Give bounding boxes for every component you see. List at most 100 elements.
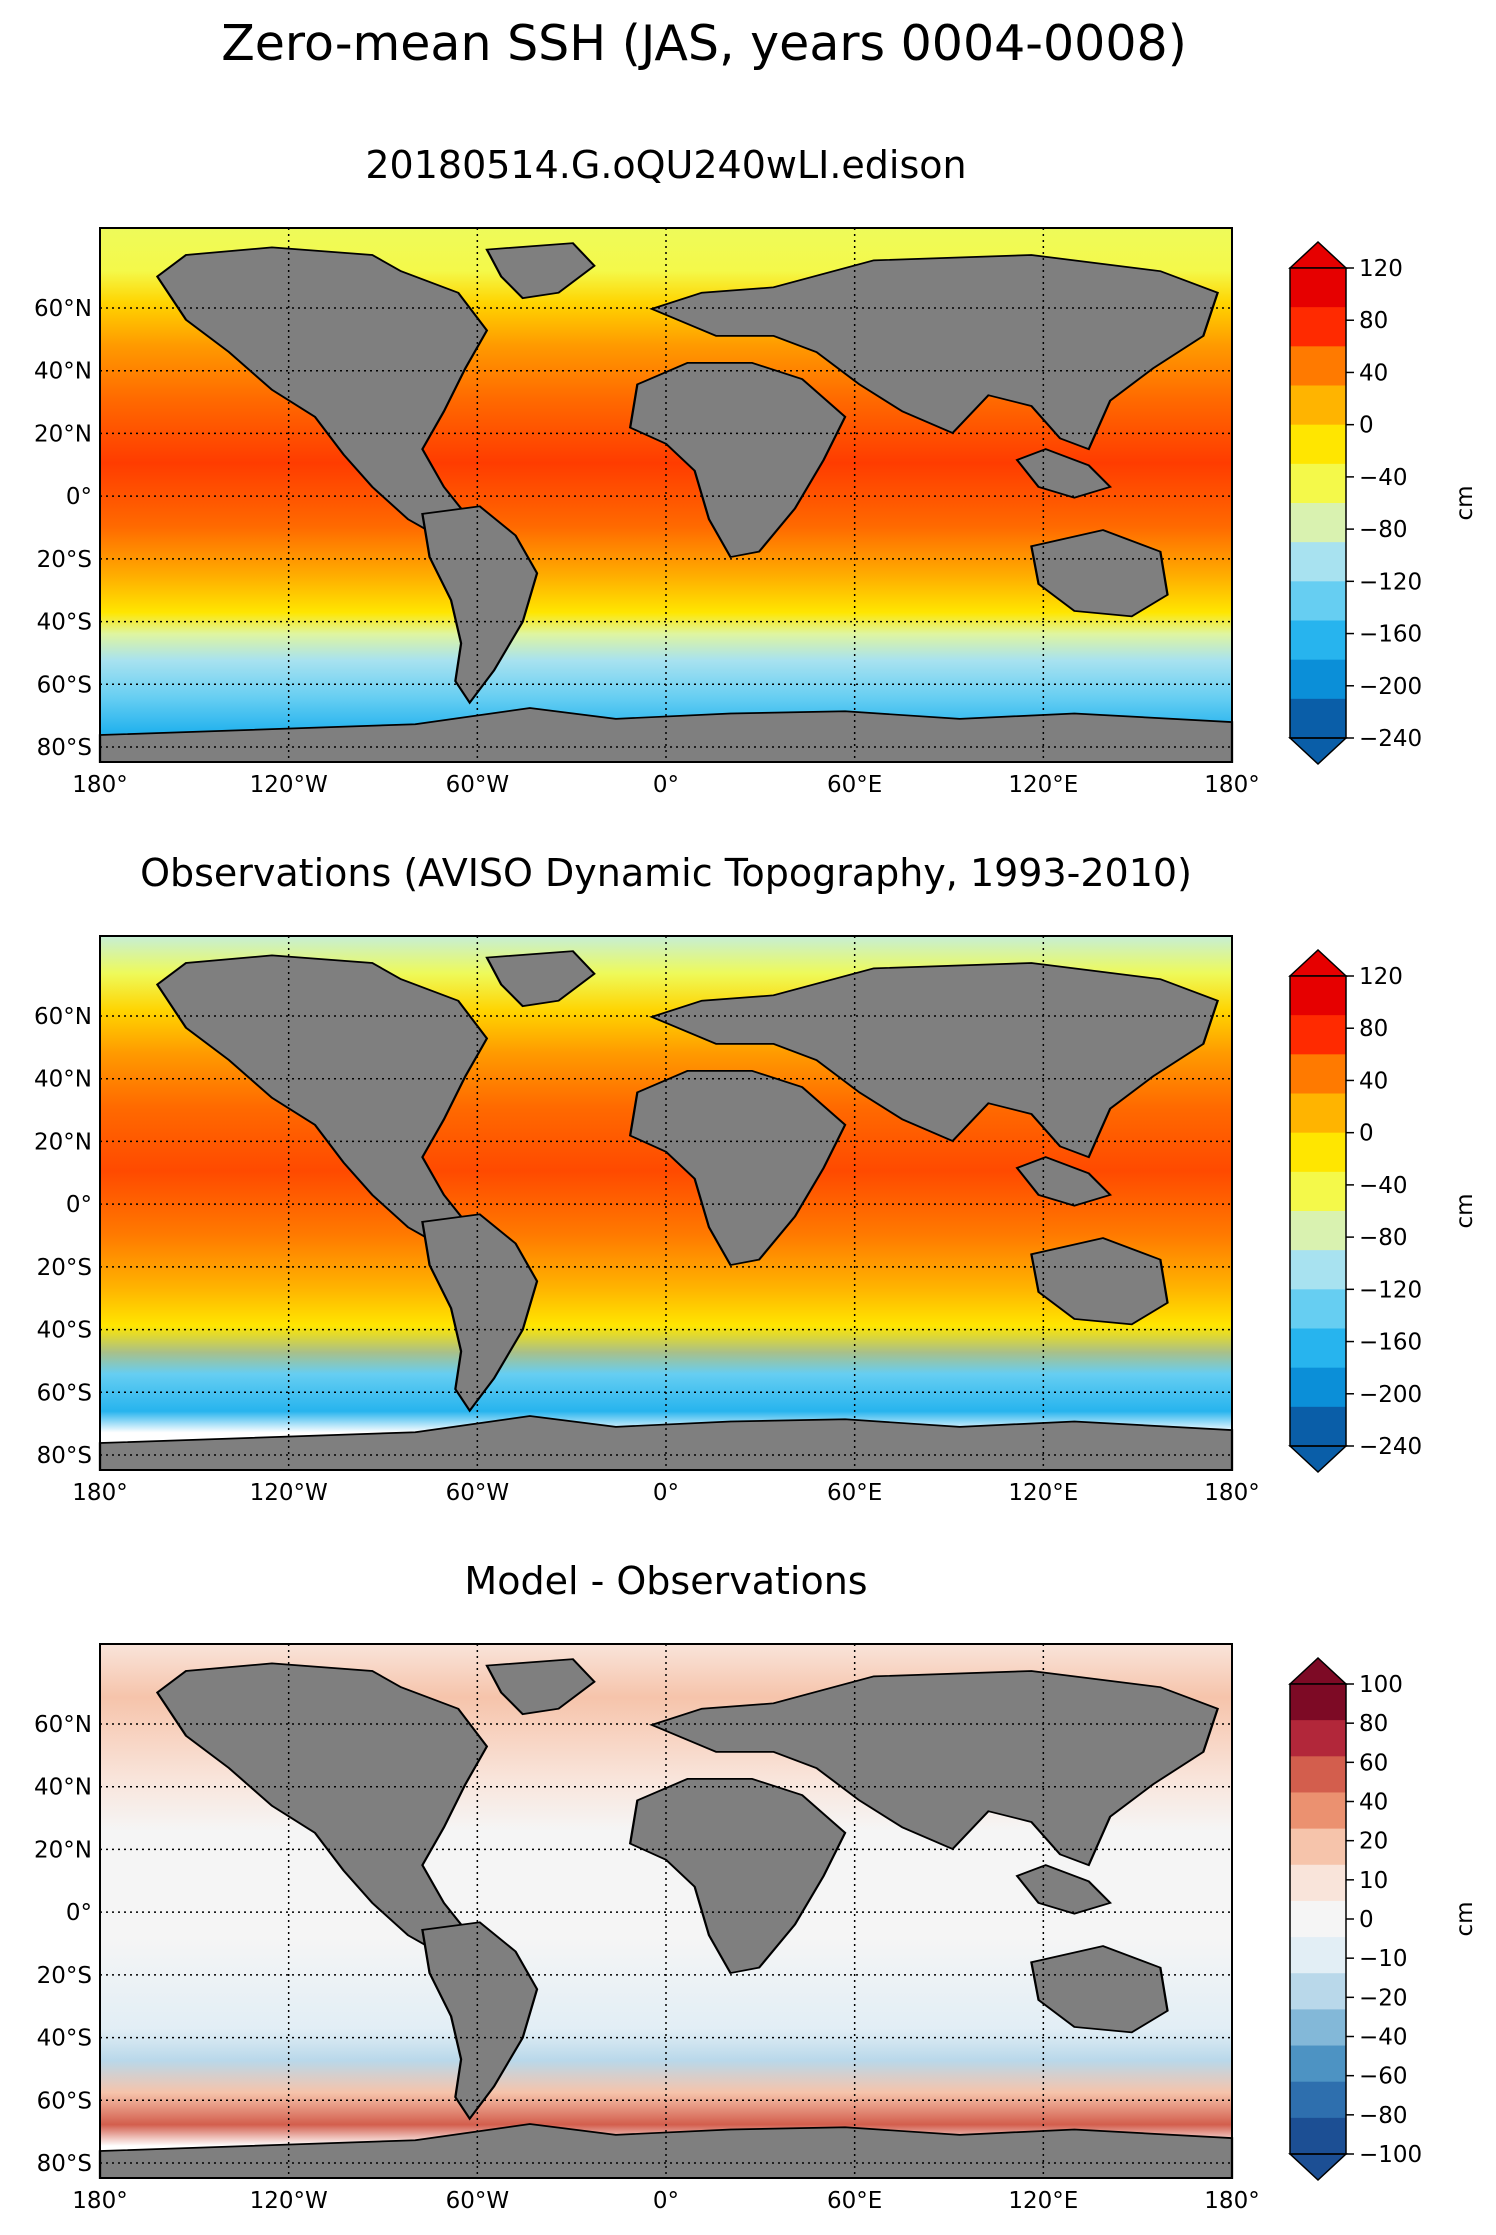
colorbar-bin — [1290, 1792, 1346, 1830]
x-tick-label: 0° — [653, 772, 679, 798]
y-tick-label: 40°S — [37, 610, 92, 636]
y-tick-label: 60°N — [34, 1712, 92, 1738]
colorbar-tick-label: −200 — [1359, 674, 1422, 700]
y-tick-label: 40°S — [37, 1318, 92, 1344]
colorbar-tick-label: 60 — [1359, 1750, 1388, 1776]
y-tick-label: 60°N — [34, 1004, 92, 1030]
colorbar-bin — [1290, 2081, 1346, 2119]
x-tick-label: 120°W — [250, 2188, 328, 2214]
colorbar-extend-max — [1288, 948, 1348, 977]
colorbar-tick-label: −120 — [1359, 569, 1422, 595]
colorbar-bin — [1290, 1171, 1346, 1212]
colorbar-tick-label: −20 — [1359, 1985, 1408, 2011]
figure-title: Zero-mean SSH (JAS, years 0004-0008) — [221, 15, 1187, 72]
y-tick-label: 0° — [66, 484, 92, 510]
colorbar-bin — [1290, 385, 1346, 426]
y-tick-label: 40°N — [34, 1067, 92, 1093]
colorbar-tick-label: 80 — [1359, 1016, 1388, 1042]
y-tick-label: 40°N — [34, 359, 92, 385]
x-tick-label: 0° — [653, 1480, 679, 1506]
colorbar-bin — [1290, 620, 1346, 661]
colorbar-bin — [1290, 1937, 1346, 1974]
colorbar-tick-label: 0 — [1359, 1121, 1374, 1147]
map-frame — [99, 227, 1233, 763]
y-tick-label: 20°S — [37, 1255, 92, 1281]
colorbar-bin — [1290, 463, 1346, 504]
y-tick-label: 80°S — [37, 735, 92, 761]
x-tick-label: 120°E — [1008, 772, 1078, 798]
x-tick-label: 120°W — [250, 1480, 328, 1506]
colorbar-label: cm — [1452, 485, 1478, 520]
x-tick-label: 180° — [1204, 1480, 1259, 1506]
colorbar-extend-min — [1288, 2153, 1348, 2182]
x-tick-label: 60°W — [446, 2188, 510, 2214]
y-tick-label: 40°N — [34, 1775, 92, 1801]
colorbar-tick-label: −200 — [1359, 1382, 1422, 1408]
x-tick-label: 60°W — [446, 772, 510, 798]
colorbar-tick-label: −160 — [1359, 1330, 1422, 1356]
colorbar-tick-label: −240 — [1359, 726, 1422, 752]
colorbar-bin — [1290, 307, 1346, 347]
colorbar-tick-label: 10 — [1359, 1868, 1388, 1894]
colorbar-tick-label: −100 — [1359, 2142, 1422, 2168]
colorbar-bin — [1290, 1015, 1346, 1055]
y-tick-label: 60°S — [37, 1380, 92, 1406]
x-tick-label: 60°E — [827, 2188, 882, 2214]
colorbar-tick-label: −160 — [1359, 622, 1422, 648]
colorbar-tick-label: 120 — [1359, 964, 1403, 990]
colorbar-tick-label: −40 — [1359, 1173, 1408, 1199]
panel-title: Observations (AVISO Dynamic Topography, … — [140, 851, 1192, 895]
x-tick-label: 180° — [72, 2188, 127, 2214]
x-tick-label: 60°W — [446, 1480, 510, 1506]
y-tick-label: 80°S — [37, 2151, 92, 2177]
x-tick-label: 120°E — [1008, 1480, 1078, 1506]
colorbar-bin — [1290, 581, 1346, 621]
colorbar-tick-label: −60 — [1359, 2064, 1408, 2090]
y-tick-label: 60°S — [37, 2088, 92, 2114]
colorbar-bin — [1290, 2009, 1346, 2047]
colorbar-tick-label: −80 — [1359, 2103, 1408, 2129]
y-tick-label: 40°S — [37, 2026, 92, 2052]
colorbar-bin — [1290, 268, 1346, 308]
colorbar-bin — [1290, 698, 1346, 739]
colorbar-bin — [1290, 1367, 1346, 1408]
colorbar-tick-label: −80 — [1359, 1225, 1408, 1251]
colorbar-bin — [1290, 1093, 1346, 1134]
colorbar-tick-label: 80 — [1359, 308, 1388, 334]
panel-1: 20180514.G.oQU240wLI.edison 180° 120°W 60°W… — [34, 143, 1478, 798]
y-tick-label: 20°S — [37, 1963, 92, 1989]
x-tick-label: 60°E — [827, 772, 882, 798]
colorbar-bin — [1290, 1900, 1346, 1938]
colorbar-tick-label: 40 — [1359, 1790, 1388, 1816]
x-tick-label: 60°E — [827, 1480, 882, 1506]
colorbar-tick-label: 0 — [1359, 1907, 1374, 1933]
y-tick-label: 20°N — [34, 1837, 92, 1863]
colorbar-bin — [1290, 976, 1346, 1016]
colorbar-bin — [1290, 346, 1346, 386]
panel-3: Model - Observations 180° 120°W 60°W 0° 60°E 1… — [34, 1559, 1478, 2214]
colorbar-bin — [1290, 2117, 1346, 2155]
map-frame — [99, 935, 1233, 1471]
colorbar-bin — [1290, 1684, 1346, 1721]
x-tick-label: 120°E — [1008, 2188, 1078, 2214]
y-tick-label: 0° — [66, 1900, 92, 1926]
y-tick-label: 20°N — [34, 421, 92, 447]
panel-title: Model - Observations — [464, 1559, 867, 1603]
colorbar-tick-label: 20 — [1359, 1829, 1388, 1855]
colorbar-tick-label: 80 — [1359, 1711, 1388, 1737]
colorbar-bin — [1290, 1864, 1346, 1902]
colorbar-extend-max — [1288, 1656, 1348, 1685]
colorbar-tick-label: 40 — [1359, 1068, 1388, 1094]
x-tick-label: 120°W — [250, 772, 328, 798]
colorbar-bin — [1290, 542, 1346, 582]
colorbar-bin — [1290, 1828, 1346, 1866]
y-tick-label: 0° — [66, 1192, 92, 1218]
y-tick-label: 20°N — [34, 1129, 92, 1155]
colorbar-tick-label: −10 — [1359, 1946, 1408, 1972]
colorbar: 120 80 40 0 −40 −80 −120 −160 −200 −240 cm — [1288, 240, 1478, 766]
x-tick-label: 0° — [653, 2188, 679, 2214]
y-tick-label: 60°N — [34, 296, 92, 322]
colorbar-extend-min — [1288, 737, 1348, 766]
